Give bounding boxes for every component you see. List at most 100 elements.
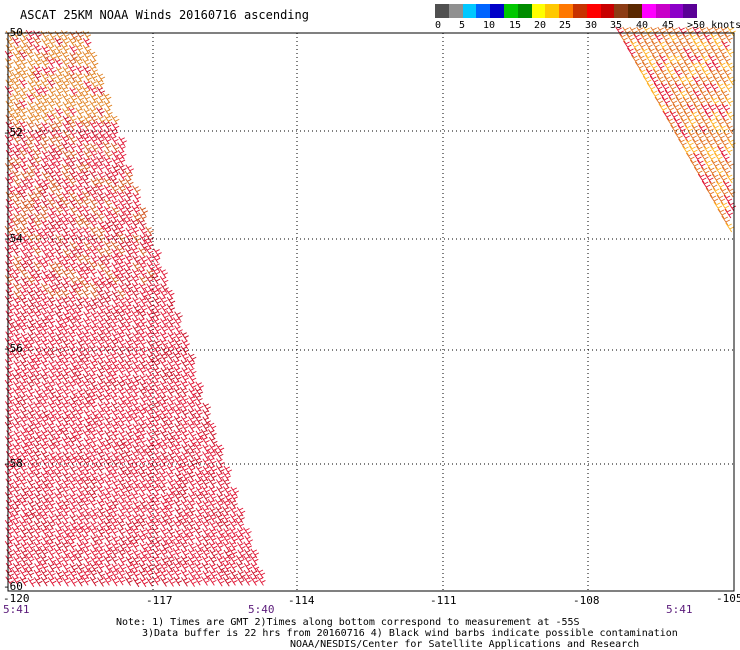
wind-barb: [707, 166, 717, 177]
wind-barb: [89, 527, 98, 537]
wind-barb: [68, 485, 78, 496]
wind-barb: [710, 96, 720, 107]
wind-barb: [153, 409, 162, 419]
wind-barb: [81, 358, 91, 369]
wind-barb: [61, 387, 71, 398]
wind-barb: [174, 465, 184, 476]
wind-barb: [725, 173, 735, 184]
wind-barb: [61, 541, 70, 551]
wind-barb: [26, 527, 35, 537]
wind-barb: [181, 577, 190, 587]
wind-barb: [125, 423, 135, 434]
wind-barb: [117, 569, 126, 579]
wind-barb: [153, 353, 162, 363]
wind-barb: [53, 337, 63, 348]
wind-barb: [130, 310, 140, 320]
wind-barb: [61, 331, 70, 341]
wind-barb: [708, 68, 718, 79]
wind-barb: [103, 261, 112, 271]
wind-barb: [55, 451, 64, 461]
wind-barb: [104, 472, 113, 482]
wind-barb: [96, 409, 106, 419]
wind-barb: [152, 429, 161, 439]
wind-barb: [54, 409, 64, 419]
wind-barb: [670, 124, 679, 135]
wind-barb: [102, 491, 112, 502]
wind-barb: [47, 548, 56, 558]
wind-barb: [104, 563, 113, 573]
wind-barb: [32, 463, 42, 474]
wind-barb: [152, 548, 162, 559]
wind-barb: [139, 542, 149, 553]
wind-barb: [116, 457, 126, 467]
wind-barb: [180, 401, 189, 411]
lon-tick-label: -117: [146, 594, 173, 607]
wind-barb: [33, 471, 43, 482]
wind-barb: [82, 541, 91, 551]
wind-barb: [89, 170, 98, 180]
wind-barb: [54, 478, 64, 489]
wind-barb: [697, 47, 706, 58]
wind-barb: [703, 145, 712, 156]
wind-barb: [40, 219, 50, 230]
wind-barb: [130, 492, 140, 502]
wind-barb: [641, 47, 650, 58]
wind-barb: [180, 422, 189, 432]
wind-barb: [69, 451, 79, 462]
wind-barb: [687, 117, 696, 128]
wind-barb: [158, 296, 168, 306]
wind-barb: [12, 303, 22, 314]
wind-barb: [153, 339, 163, 350]
wind-barb: [90, 311, 99, 321]
wind-barb: [117, 317, 127, 328]
wind-barb: [700, 152, 709, 163]
wind-barb: [701, 68, 711, 79]
wind-barb: [47, 492, 56, 502]
wind-barb: [26, 282, 36, 293]
wind-barb: [117, 268, 126, 278]
wind-barb: [33, 219, 42, 229]
wind-barb: [167, 577, 176, 587]
wind-barb: [145, 478, 154, 488]
wind-barb: [687, 54, 696, 65]
wind-barb: [19, 563, 29, 573]
wind-barb: [215, 479, 225, 489]
wind-barb: [32, 246, 42, 257]
wind-barb: [68, 163, 77, 173]
wind-barb: [25, 247, 35, 257]
wind-barb: [714, 166, 724, 177]
wind-barb: [97, 192, 106, 202]
wind-barb: [82, 226, 91, 236]
wind-barb: [683, 110, 693, 121]
wind-barb: [650, 89, 660, 100]
wind-barb: [54, 359, 64, 370]
lon-tick-label: -105: [716, 592, 740, 605]
wind-barb: [124, 359, 133, 369]
wind-barb: [715, 117, 724, 128]
wind-barb: [68, 149, 78, 160]
wind-barb: [48, 360, 57, 370]
wind-barb: [222, 486, 232, 496]
wind-barb: [138, 268, 148, 279]
wind-barb: [102, 254, 112, 264]
wind-barb: [711, 110, 721, 121]
wind-barb: [139, 381, 149, 392]
wind-barb: [26, 289, 36, 300]
wind-barb: [54, 240, 63, 250]
wind-barb: [55, 423, 65, 434]
wind-barb: [13, 416, 22, 426]
wind-barb: [160, 283, 169, 293]
wind-barb: [20, 542, 29, 553]
wind-barb: [159, 289, 168, 299]
wind-barb: [132, 199, 142, 210]
wind-barb: [67, 100, 77, 110]
wind-barb: [88, 400, 98, 411]
wind-barb: [132, 332, 141, 342]
wind-barb: [47, 380, 56, 390]
wind-barb: [109, 317, 119, 327]
wind-barb: [708, 54, 717, 65]
wind-barb: [718, 173, 728, 184]
wind-barb: [688, 82, 698, 93]
wind-barb: [89, 562, 99, 573]
wind-barb: [159, 401, 168, 411]
